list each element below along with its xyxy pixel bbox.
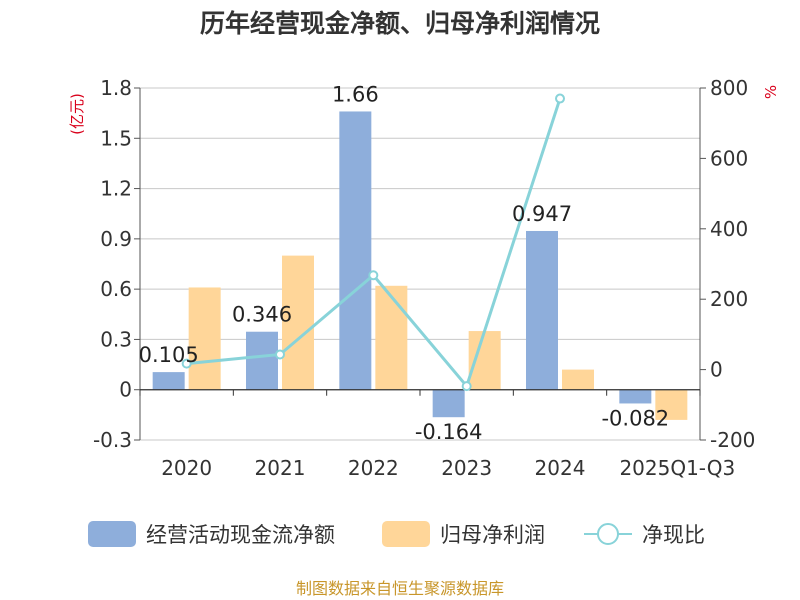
- left-axis-unit: (亿元): [68, 93, 86, 135]
- legend-swatch-netprofit[interactable]: [382, 521, 430, 547]
- legend[interactable]: 经营活动现金流净额 归母净利润 净现比: [88, 521, 705, 547]
- netprofit-bar: [282, 255, 314, 390]
- cashflow-bar: [152, 372, 185, 390]
- netprofit-bar: [655, 389, 688, 420]
- cashflow-bar: [246, 331, 278, 390]
- left-tick-label: 0: [119, 378, 132, 402]
- legend-label[interactable]: 经营活动现金流净额: [146, 523, 335, 547]
- cashflow-data-label: 0.346: [232, 303, 292, 327]
- left-tick-label: 1.8: [100, 76, 132, 100]
- right-tick-label: 200: [710, 287, 748, 311]
- ratio-line: [181, 93, 565, 392]
- ratio-point: [368, 270, 379, 281]
- right-tick-label: -200: [710, 428, 755, 452]
- ratio-point: [555, 93, 565, 104]
- category-label: 2025Q1-Q3: [619, 456, 735, 480]
- cashflow-data-label: 0.947: [512, 202, 572, 226]
- gridlines: [140, 87, 700, 441]
- ratio-point: [275, 349, 285, 360]
- netprofit-bar: [188, 287, 221, 390]
- left-tick-label: 0.6: [100, 277, 132, 301]
- left-tick-label: -0.3: [93, 428, 132, 452]
- cashflow-bar: [432, 389, 465, 418]
- right-tick-label: 0: [710, 358, 723, 382]
- axes: -0.3 0 0.3 0.6 0.9 1.2 1.5 1.8 -200 0 200 400 600 800…: [68, 76, 780, 480]
- category-label: 2023: [441, 456, 492, 480]
- netprofit-bar: [375, 285, 408, 390]
- legend-swatch-ratio-marker[interactable]: [597, 523, 619, 545]
- left-tick-label: 0.3: [100, 327, 132, 351]
- data-labels: 0.105 0.346 1.66 -0.164 0.947 -0.082: [139, 82, 670, 444]
- left-tick-label: 1.2: [100, 177, 132, 201]
- cashflow-bar: [339, 111, 372, 390]
- legend-label[interactable]: 归母净利润: [440, 523, 545, 547]
- category-label: 2024: [535, 456, 586, 480]
- ratio-point: [181, 358, 192, 369]
- right-tick-label: 800: [710, 76, 748, 100]
- chart-title: 历年经营现金净额、归母净利润情况: [200, 9, 600, 38]
- category-label: 2022: [348, 456, 399, 480]
- bars: [152, 111, 688, 420]
- category-label: 2021: [255, 456, 306, 480]
- right-axis-unit: %: [762, 85, 780, 99]
- cashflow-data-label: -0.082: [601, 406, 669, 430]
- cashflow-bar: [526, 230, 558, 390]
- ratio-point: [461, 381, 472, 392]
- right-tick-label: 400: [710, 217, 748, 241]
- legend-label[interactable]: 净现比: [642, 523, 705, 547]
- category-label: 2020: [161, 456, 212, 480]
- cashflow-data-label: 1.66: [332, 82, 379, 106]
- right-tick-label: 600: [710, 146, 748, 170]
- left-tick-label: 0.9: [100, 227, 132, 251]
- legend-swatch-cashflow[interactable]: [88, 521, 136, 547]
- left-tick-label: 1.5: [100, 126, 132, 150]
- source-note: 制图数据来自恒生聚源数据库: [296, 579, 504, 598]
- ratio-series-line: [186, 98, 562, 390]
- cashflow-bar: [619, 389, 652, 404]
- netprofit-bar: [562, 369, 594, 390]
- cashflow-data-label: 0.105: [139, 343, 199, 367]
- cashflow-data-label: -0.164: [415, 420, 483, 444]
